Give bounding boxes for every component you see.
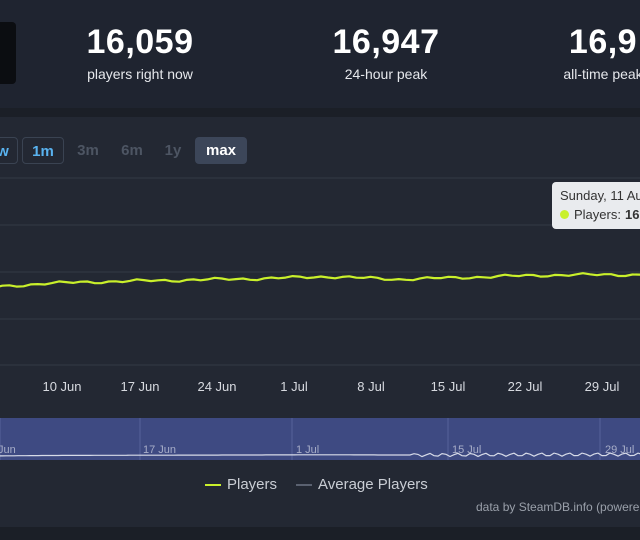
x-tick-label: 1 Jul <box>280 379 308 394</box>
x-tick-label: 22 Jul <box>507 379 543 394</box>
game-thumbnail[interactable] <box>0 22 16 84</box>
peak-24h-value: 16,947 <box>332 23 440 61</box>
x-tick-label: 29 Jul <box>584 379 620 394</box>
navigator-tick-label: 29 Jul <box>605 444 635 456</box>
data-credit[interactable]: data by SteamDB.info (powere <box>476 500 640 514</box>
legend-item-average[interactable]: Average Players <box>296 476 428 493</box>
range-navigator <box>0 418 640 460</box>
stat-peak-24h: 16,947 24-hour peak <box>306 22 466 82</box>
stats-bar <box>0 0 640 108</box>
navigator-series-line <box>0 452 640 458</box>
player-count-chart[interactable] <box>0 117 640 467</box>
range-button-6m[interactable]: 6m <box>121 142 143 159</box>
range-button-week[interactable]: w <box>0 137 18 164</box>
bottom-strip <box>0 527 640 540</box>
peak-24h-label: 24-hour peak <box>344 66 428 82</box>
chart-tooltip: Sunday, 11 Au Players: 16 <box>552 182 640 229</box>
range-button-1y[interactable]: 1y <box>164 142 182 159</box>
current-players-value: 16,059 <box>86 23 194 61</box>
tooltip-series-label: Players: <box>574 207 621 222</box>
legend-average-label: Average Players <box>318 476 428 493</box>
navigator-background <box>0 418 640 460</box>
navigator-tick-label: Jun <box>0 444 16 456</box>
average-line-icon <box>296 483 312 486</box>
players-line-icon <box>205 483 221 486</box>
chart-legend: Players Average Players <box>0 476 640 496</box>
chart-gridlines <box>0 177 640 366</box>
tooltip-date: Sunday, 11 Au <box>560 188 640 203</box>
x-tick-label: 10 Jun <box>42 379 82 394</box>
x-tick-label: 17 Jun <box>120 379 160 394</box>
range-button-3m[interactable]: 3m <box>77 142 99 159</box>
x-tick-label: 8 Jul <box>357 379 385 394</box>
all-time-peak-value: 16,9 <box>568 23 638 61</box>
players-dot-icon <box>560 210 569 219</box>
navigator-tick-label: 1 Jul <box>296 444 320 456</box>
stat-all-time-peak: 16,9 all-time peak <box>548 22 640 82</box>
x-tick-label: 15 Jul <box>430 379 466 394</box>
navigator-tick-label: 17 Jun <box>143 444 177 456</box>
players-series-line <box>0 272 640 288</box>
current-players-label: players right now <box>87 66 193 82</box>
all-time-peak-label: all-time peak <box>563 66 640 82</box>
range-button-max[interactable]: max <box>195 137 247 164</box>
tooltip-value: 16 <box>624 207 640 222</box>
range-button-1m[interactable]: 1m <box>22 137 64 164</box>
navigator-tick-label: 15 Jul <box>452 444 482 456</box>
stat-current: 16,059 players right now <box>60 22 220 82</box>
legend-players-label: Players <box>227 476 278 493</box>
legend-item-players[interactable]: Players <box>205 476 277 493</box>
x-tick-label: 24 Jun <box>197 379 237 394</box>
